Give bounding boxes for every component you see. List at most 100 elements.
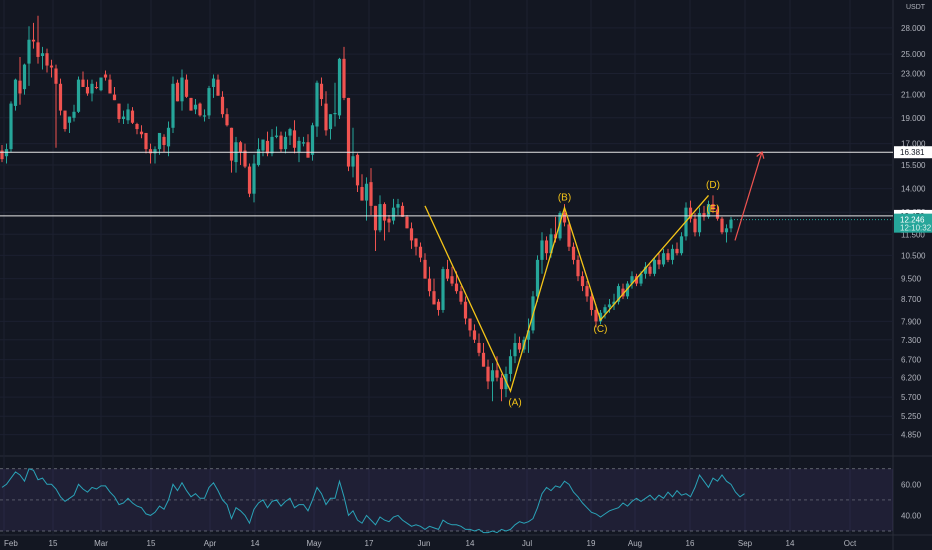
candle-down bbox=[409, 228, 414, 241]
candle-up bbox=[630, 276, 634, 284]
candle-down bbox=[103, 74, 108, 78]
time-tick-label: 14 bbox=[466, 539, 475, 548]
candle-down bbox=[225, 114, 229, 126]
candle-down bbox=[189, 97, 193, 111]
candle-down bbox=[495, 370, 499, 378]
candle-up bbox=[706, 204, 711, 217]
price-tick-label: 23.000 bbox=[901, 69, 926, 78]
candle-down bbox=[657, 259, 661, 265]
candle-up bbox=[27, 39, 31, 64]
price-tick-label: 15.500 bbox=[901, 161, 926, 170]
candle-up bbox=[157, 132, 162, 150]
candle-up bbox=[364, 183, 369, 201]
candle-down bbox=[319, 83, 324, 100]
candle-up bbox=[72, 111, 76, 118]
candle-down bbox=[220, 96, 225, 115]
projection-arrow-head bbox=[756, 150, 765, 159]
candle-up bbox=[351, 156, 355, 167]
candle-up bbox=[328, 114, 333, 130]
candle-down bbox=[94, 86, 99, 89]
candle-down bbox=[243, 150, 247, 167]
candle-up bbox=[333, 112, 337, 115]
candle-down bbox=[229, 127, 234, 161]
candle-up bbox=[661, 253, 666, 265]
candle-down bbox=[517, 342, 522, 350]
candle-down bbox=[454, 283, 459, 292]
time-scale[interactable]: Feb 15 Mar 15 Apr 14 May 17 Jun 14 Jul 19 Aug 16 Sep 14… bbox=[4, 539, 857, 548]
candle-down bbox=[112, 94, 117, 101]
candle-up bbox=[261, 139, 265, 151]
time-tick-label: 16 bbox=[686, 539, 695, 548]
price-tick-label: 14.000 bbox=[901, 185, 926, 194]
candle-down bbox=[279, 135, 283, 150]
candle-up bbox=[391, 207, 396, 221]
candle-up bbox=[643, 266, 648, 274]
candle-down bbox=[414, 238, 418, 247]
candle-up bbox=[490, 370, 495, 382]
candle-up bbox=[67, 116, 72, 123]
candle-up bbox=[729, 219, 733, 229]
candle-down bbox=[562, 213, 567, 223]
candle-down bbox=[175, 82, 180, 102]
candle-up bbox=[526, 330, 531, 340]
candle-up bbox=[193, 104, 198, 110]
candle-down bbox=[36, 42, 40, 57]
candle-down bbox=[49, 65, 54, 68]
candle-up bbox=[639, 273, 643, 284]
candle-down bbox=[247, 166, 252, 194]
candle-down bbox=[463, 301, 468, 319]
candle-down bbox=[342, 58, 346, 98]
price-tick-label: 11.500 bbox=[901, 230, 925, 239]
candle-down bbox=[405, 216, 409, 229]
last-price-tag bbox=[894, 213, 932, 233]
rsi-panel bbox=[0, 468, 893, 534]
rsi-tick-label: 60.00 bbox=[901, 480, 922, 489]
candle-up bbox=[40, 53, 45, 57]
time-tick-label: Mar bbox=[94, 539, 108, 548]
candle-down bbox=[634, 276, 639, 284]
candle-down bbox=[58, 83, 63, 111]
candle-down bbox=[688, 207, 693, 219]
candle-up bbox=[513, 342, 517, 357]
candle-up bbox=[270, 136, 274, 154]
candle-up bbox=[301, 142, 306, 144]
candle-down bbox=[499, 377, 504, 390]
time-tick-label: Aug bbox=[628, 539, 642, 548]
candle-down bbox=[427, 278, 432, 292]
candle-up bbox=[441, 269, 445, 310]
price-tick-label: 9.500 bbox=[901, 275, 922, 284]
candle-down bbox=[711, 204, 715, 210]
candle-down bbox=[139, 131, 144, 135]
candle-down bbox=[387, 218, 391, 223]
candle-down bbox=[432, 291, 436, 305]
candle-up bbox=[508, 356, 513, 374]
time-tick-label: 17 bbox=[365, 539, 374, 548]
candle-down bbox=[108, 79, 112, 94]
candle-down bbox=[162, 136, 166, 145]
wave-label: (A) bbox=[508, 397, 521, 408]
price-tick-label: 4.850 bbox=[901, 431, 922, 440]
candle-up bbox=[616, 286, 621, 302]
candle-down bbox=[544, 240, 549, 254]
price-tick-label: 8.700 bbox=[901, 295, 922, 304]
candle-up bbox=[9, 103, 13, 150]
candle-up bbox=[121, 116, 126, 120]
candle-down bbox=[648, 266, 652, 274]
price-tick-label: 10.500 bbox=[901, 251, 926, 260]
candle-up bbox=[603, 307, 607, 313]
price-tick-label: 21.000 bbox=[901, 91, 926, 100]
candle-down bbox=[198, 103, 202, 116]
candle-up bbox=[180, 77, 184, 102]
price-scale[interactable]: 28.000 25.000 23.000 21.000 19.000 17.000 15.5… bbox=[894, 24, 932, 521]
candle-down bbox=[324, 103, 328, 131]
currency-label: USDT bbox=[906, 4, 926, 11]
candle-down bbox=[468, 318, 472, 331]
candle-down bbox=[144, 132, 148, 150]
candle-down bbox=[265, 140, 270, 154]
candle-up bbox=[274, 135, 279, 137]
candle-up bbox=[652, 259, 657, 274]
level-tag bbox=[894, 146, 932, 159]
